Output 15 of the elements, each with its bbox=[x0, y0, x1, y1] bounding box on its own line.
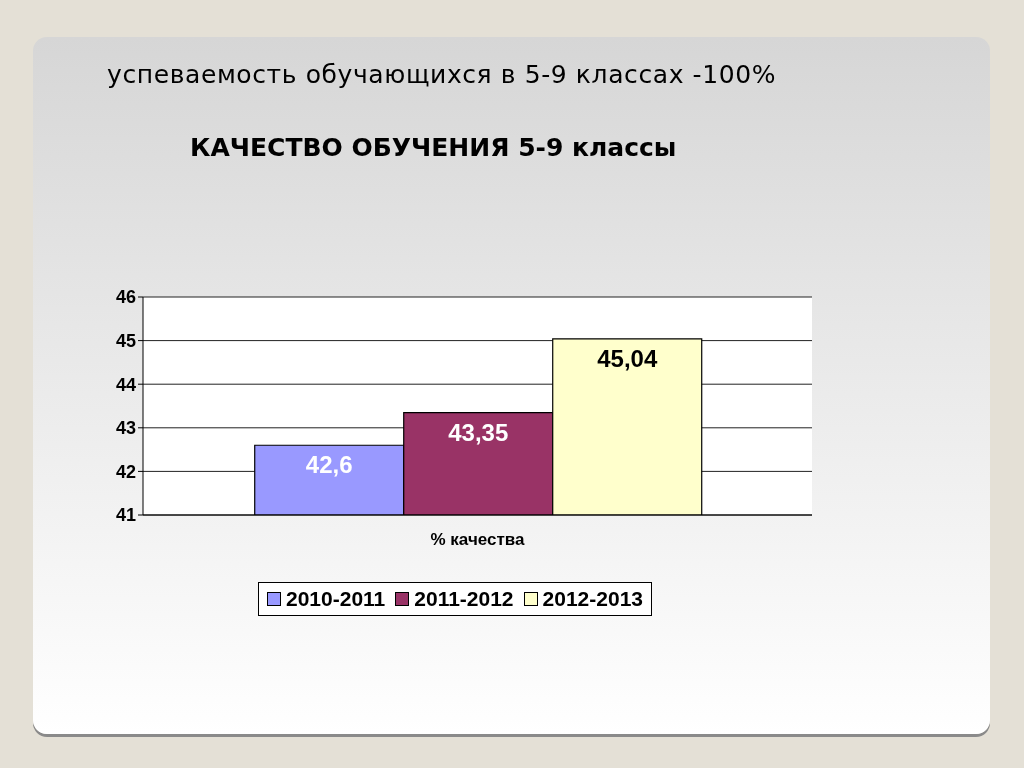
y-tick-label: 44 bbox=[115, 374, 136, 395]
data-label: 43,35 bbox=[448, 418, 509, 446]
y-tick-label: 42 bbox=[115, 461, 136, 482]
y-tick-label: 46 bbox=[115, 287, 136, 308]
y-tick-label: 41 bbox=[115, 505, 136, 526]
chart-title: успеваемость обучающихся в 5-9 классах -100% bbox=[107, 60, 777, 89]
chart-subtitle: КАЧЕСТВО ОБУЧЕНИЯ 5-9 классы bbox=[190, 133, 677, 162]
legend-label: 2012-2013 bbox=[542, 587, 643, 611]
y-tick-label: 45 bbox=[115, 330, 136, 351]
x-tick-label: % качества bbox=[430, 530, 526, 550]
y-tick-label: 43 bbox=[115, 418, 136, 439]
data-label: 42,6 bbox=[305, 451, 353, 479]
legend-label: 2011-2012 bbox=[414, 587, 514, 611]
data-label: 45,04 bbox=[597, 344, 658, 372]
legend-label: 2010-2011 bbox=[286, 587, 386, 611]
